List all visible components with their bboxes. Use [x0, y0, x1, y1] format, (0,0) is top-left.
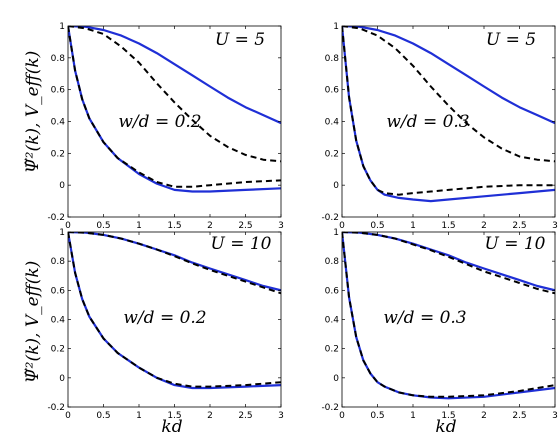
y-tick-label: 0.2: [325, 149, 339, 159]
y-axis-label-bottom: Ψ̃²(k), V_eff(k): [23, 261, 43, 384]
x-tick-label: 1.5: [441, 411, 455, 421]
y-tick-label: 0.8: [325, 54, 340, 64]
x-tick-label: 0: [65, 221, 71, 231]
y-tick-label: 0.6: [51, 86, 66, 96]
series-line-3-solid: [342, 26, 555, 203]
series-line-4-dashed: [68, 232, 281, 388]
x-tick-label: 3: [278, 221, 284, 231]
x-tick-label: 2.5: [512, 411, 526, 421]
x-axis-label-left: kd: [161, 417, 182, 437]
annotation-w-over-d: w/d = 0.3: [386, 112, 469, 132]
y-tick-label: -0.2: [47, 213, 65, 223]
y-tick-label: 0: [333, 181, 339, 191]
panels-layer: 0 0.5 1 1.5 2 2.5 3-0.200.20.40.60.81U = 5w/d …: [47, 22, 557, 421]
x-tick-label: 2.5: [512, 221, 526, 231]
x-tick-label: 2.5: [238, 411, 252, 421]
x-tick-label: 0: [339, 411, 345, 421]
series-line-4-dashed: [342, 232, 555, 398]
x-tick-label: 3: [278, 411, 284, 421]
series-line-4-dashed: [342, 26, 555, 196]
series-line-3-solid: [68, 232, 281, 390]
y-tick-label: 0.6: [51, 286, 66, 296]
x-tick-label: 0.5: [370, 411, 384, 421]
series-line-4-dashed: [68, 26, 281, 188]
x-tick-label: 1.5: [441, 221, 455, 231]
panel-top-right: 0 0.5 1 1.5 2 2.5 3-0.200.20.40.60.81U = 5w/d …: [321, 22, 557, 231]
y-tick-label: 1: [59, 22, 65, 32]
annotation-U: U = 10: [210, 234, 271, 254]
y-tick-label: 0.4: [51, 118, 66, 128]
panel-bottom-right: 0 0.5 1 1.5 2 2.5 3-0.200.20.40.60.81U = 10w/d…: [321, 228, 557, 421]
y-tick-label: -0.2: [321, 213, 339, 223]
x-tick-label: 2.5: [238, 221, 252, 231]
x-tick-label: 0: [339, 221, 345, 231]
y-tick-label: 0: [333, 374, 339, 384]
x-tick-label: 1: [136, 221, 142, 231]
annotation-U: U = 5: [215, 30, 265, 50]
annotation-w-over-d: w/d = 0.2: [123, 308, 206, 328]
annotation-w-over-d: w/d = 0.2: [118, 112, 201, 132]
annotation-w-over-d: w/d = 0.3: [383, 308, 466, 328]
x-tick-label: 0: [65, 411, 71, 421]
x-tick-label: 2: [207, 221, 213, 231]
y-tick-label: 0: [59, 374, 65, 384]
series-line-1-solid: [68, 26, 281, 125]
y-tick-label: 0.6: [325, 86, 340, 96]
x-tick-label: 3: [552, 411, 558, 421]
x-tick-label: 2: [481, 411, 487, 421]
y-axis-label-top: Ψ̃²(k), V_eff(k): [23, 51, 43, 174]
panel-bottom-left: 0 0.5 1 1.5 2 2.5 3-0.200.20.40.60.81U = 10w/d…: [47, 228, 283, 421]
x-tick-label: 3: [552, 221, 558, 231]
x-tick-label: 1: [410, 221, 416, 231]
y-tick-label: 0.8: [51, 54, 66, 64]
y-tick-label: 1: [333, 22, 339, 32]
y-tick-label: 0.4: [325, 316, 340, 326]
y-tick-label: 0.2: [51, 149, 65, 159]
y-tick-label: 0.2: [51, 345, 65, 355]
annotation-U: U = 5: [486, 30, 536, 50]
x-tick-label: 1.5: [167, 221, 181, 231]
x-tick-label: 2: [207, 411, 213, 421]
y-tick-label: 0.4: [51, 316, 66, 326]
y-tick-label: 1: [59, 228, 65, 238]
y-tick-label: -0.2: [47, 403, 65, 413]
x-tick-label: 1: [410, 411, 416, 421]
y-tick-label: -0.2: [321, 403, 339, 413]
x-tick-label: 1.5: [167, 411, 181, 421]
x-tick-label: 0.5: [370, 221, 384, 231]
x-tick-label: 0.5: [96, 221, 110, 231]
y-tick-label: 1: [333, 228, 339, 238]
y-tick-label: 0.2: [325, 345, 339, 355]
y-tick-label: 0.4: [325, 118, 340, 128]
y-tick-label: 0: [59, 181, 65, 191]
y-tick-label: 0.8: [325, 257, 340, 267]
series-line-2-dashed: [68, 26, 281, 163]
x-tick-label: 1: [136, 411, 142, 421]
x-tick-label: 0.5: [96, 411, 110, 421]
y-tick-label: 0.8: [51, 257, 66, 267]
x-axis-label-right: kd: [435, 417, 456, 437]
annotation-U: U = 10: [484, 234, 545, 254]
series-line-1-solid: [342, 26, 555, 125]
x-tick-label: 2: [481, 221, 487, 231]
panel-top-left: 0 0.5 1 1.5 2 2.5 3-0.200.20.40.60.81U = 5w/d …: [47, 22, 283, 231]
y-tick-label: 0.6: [325, 286, 340, 296]
series-line-2-dashed: [342, 26, 555, 163]
